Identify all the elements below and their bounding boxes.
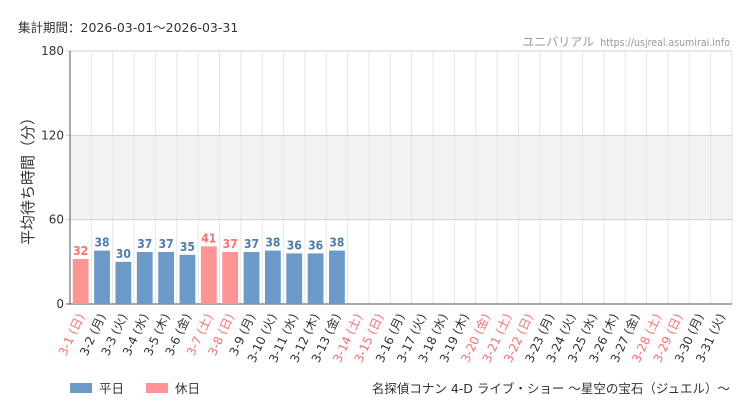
legend-swatch-holiday	[146, 382, 169, 393]
bar	[115, 261, 132, 304]
bar-value-label: 37	[223, 237, 238, 251]
bar-value-label: 37	[159, 237, 174, 251]
bar	[158, 251, 174, 304]
bar	[329, 250, 345, 304]
bar	[200, 246, 217, 304]
bar	[243, 251, 260, 304]
attraction-name: 名探偵コナン 4-D ライブ・ショー ～星空の宝石（ジュエル）～	[371, 381, 730, 396]
bar	[264, 250, 281, 304]
bar-value-label: 36	[308, 238, 323, 252]
legend-item-holiday[interactable]: 休日	[146, 378, 200, 397]
bar-value-label: 41	[201, 231, 216, 245]
bar-value-label: 36	[287, 238, 302, 252]
bar	[72, 259, 89, 304]
legend-label-weekday: 平日	[99, 381, 125, 396]
bar-value-label: 35	[180, 240, 195, 254]
bar	[286, 253, 303, 304]
y-tick-label: 0	[56, 297, 64, 311]
bar	[136, 251, 153, 304]
bar	[307, 253, 324, 304]
site-credit: ユニバリアル https://usjreal.asumirai.info	[522, 33, 730, 50]
legend-swatch-weekday	[70, 382, 92, 393]
site-name[interactable]: ユニバリアル	[522, 35, 595, 49]
bar-value-label: 38	[329, 236, 344, 250]
y-tick-label: 60	[49, 213, 64, 227]
bar-value-label: 38	[95, 236, 110, 250]
bar-value-label: 30	[116, 247, 131, 261]
bar	[94, 250, 110, 304]
period-label: 集計期間：2026-03-01～2026-03-31	[18, 20, 239, 35]
y-tick-label: 180	[41, 44, 64, 58]
bar	[179, 254, 196, 304]
legend-label-holiday: 休日	[175, 381, 201, 396]
bar-value-label: 32	[73, 244, 88, 258]
chart-legend: 平日 休日	[70, 378, 222, 397]
bar-value-label: 37	[137, 237, 152, 251]
legend-item-weekday[interactable]: 平日	[70, 378, 124, 397]
bar-value-label: 38	[265, 236, 280, 250]
y-axis-title: 平均待ち時間（分）	[19, 110, 37, 245]
bar-value-label: 37	[244, 237, 259, 251]
site-url[interactable]: https://usjreal.asumirai.info	[600, 37, 730, 49]
band-0	[70, 51, 732, 136]
bar	[222, 251, 239, 304]
y-tick-label: 120	[41, 128, 64, 142]
band-1	[70, 135, 732, 220]
